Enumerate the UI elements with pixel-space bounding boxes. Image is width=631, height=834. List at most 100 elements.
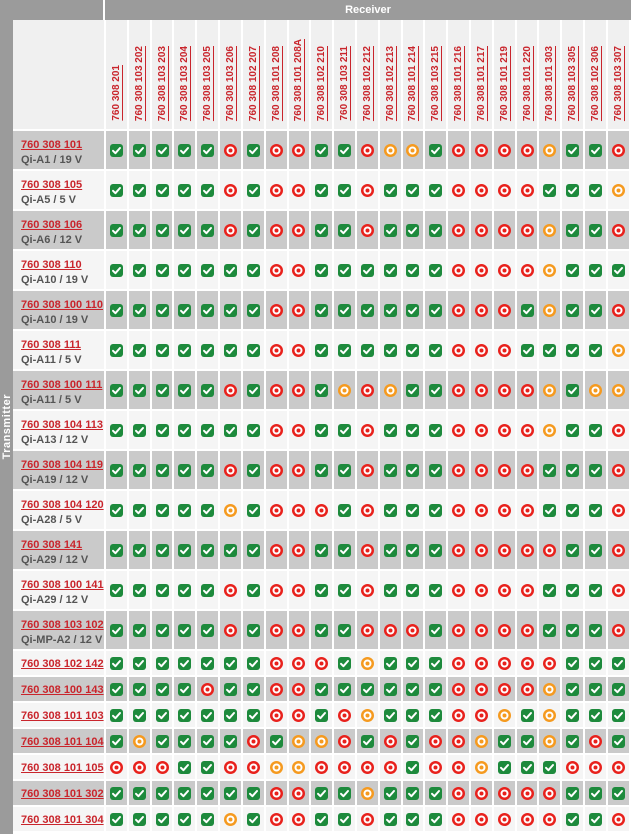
receiver-column-link[interactable]: 760 308 101 217 bbox=[475, 45, 487, 121]
compat-cell bbox=[241, 570, 266, 611]
compat-cell bbox=[196, 170, 221, 211]
compatible-check-icon bbox=[588, 303, 602, 317]
not-compatible-icon bbox=[292, 143, 306, 157]
receiver-column-link[interactable]: 760 308 103 305 bbox=[567, 45, 579, 121]
transmitter-row-link[interactable]: 760 308 105 bbox=[21, 178, 83, 191]
receiver-column-link[interactable]: 760 308 101 220 bbox=[521, 45, 533, 121]
transmitter-row-link[interactable]: 760 308 103 102 bbox=[21, 618, 104, 631]
compatible-check-icon bbox=[406, 263, 420, 277]
not-compatible-icon bbox=[269, 543, 283, 557]
not-compatible-icon bbox=[269, 463, 283, 477]
transmitter-row-link[interactable]: 760 308 106 bbox=[21, 218, 83, 231]
compat-cell bbox=[470, 530, 494, 571]
compat-cell bbox=[378, 702, 403, 729]
not-compatible-icon bbox=[543, 543, 557, 557]
compatible-check-icon bbox=[338, 682, 352, 696]
transmitter-row-link[interactable]: 760 308 104 120 bbox=[21, 498, 104, 511]
compat-cell bbox=[219, 702, 243, 729]
compat-cell bbox=[424, 570, 449, 611]
transmitter-row-link[interactable]: 760 308 101 304 bbox=[21, 814, 104, 826]
conditional-warning-icon bbox=[543, 143, 557, 157]
compat-cell bbox=[378, 728, 403, 755]
not-compatible-icon bbox=[520, 682, 534, 696]
receiver-column-link[interactable]: 760 308 102 306 bbox=[589, 45, 601, 121]
transmitter-row-link[interactable]: 760 308 100 143 bbox=[21, 684, 104, 696]
compatible-check-icon bbox=[201, 708, 215, 722]
receiver-column-link[interactable]: 760 308 102 207 bbox=[247, 45, 259, 121]
compatible-check-icon bbox=[520, 760, 534, 774]
compat-cell bbox=[378, 210, 403, 251]
transmitter-row-link[interactable]: 760 308 100 141 bbox=[21, 578, 104, 591]
transmitter-row-subtitle: Qi-MP-A2 / 12 V bbox=[21, 633, 103, 646]
compat-cell bbox=[287, 702, 312, 729]
table-row: 760 308 100 110 Qi-A10 / 19 V bbox=[13, 290, 631, 331]
receiver-column-link[interactable]: 760 308 102 210 bbox=[316, 45, 328, 121]
compat-cell bbox=[150, 450, 175, 491]
compat-cell bbox=[470, 702, 494, 729]
receiver-column-link[interactable]: 760 308 101 208A bbox=[293, 38, 305, 121]
compatible-check-icon bbox=[178, 343, 192, 357]
compatible-check-icon bbox=[132, 503, 146, 517]
receiver-column-link[interactable]: 760 308 103 211 bbox=[339, 46, 351, 121]
transmitter-row-link[interactable]: 760 308 101 103 bbox=[21, 710, 104, 722]
receiver-column-link[interactable]: 760 308 101 208 bbox=[270, 45, 282, 121]
receiver-column-link[interactable]: 760 308 103 204 bbox=[179, 45, 191, 121]
transmitter-row-link[interactable]: 760 308 100 110 bbox=[21, 298, 103, 311]
compatible-check-icon bbox=[429, 223, 443, 237]
compatible-check-icon bbox=[338, 786, 352, 800]
compatible-check-icon bbox=[155, 708, 169, 722]
table-row: 760 308 110 Qi-A10 / 19 V bbox=[13, 250, 631, 291]
compat-cell bbox=[492, 650, 517, 677]
compat-cell bbox=[561, 210, 586, 251]
transmitter-row-link[interactable]: 760 308 101 104 bbox=[21, 736, 104, 748]
transmitter-row-link[interactable]: 760 308 100 111 bbox=[21, 378, 103, 391]
transmitter-row-link[interactable]: 760 308 110 bbox=[21, 258, 82, 271]
compatible-check-icon bbox=[155, 656, 169, 670]
receiver-column-link[interactable]: 760 308 102 212 bbox=[361, 45, 373, 121]
compat-cell bbox=[447, 650, 471, 677]
transmitter-row-link[interactable]: 760 308 104 119 bbox=[21, 458, 103, 471]
compatible-check-icon bbox=[109, 463, 123, 477]
receiver-column-header: 760 308 103 206 bbox=[219, 20, 243, 131]
compat-cell bbox=[424, 370, 449, 411]
transmitter-row-link[interactable]: 760 308 111 bbox=[21, 338, 81, 351]
transmitter-row-link[interactable]: 760 308 101 105 bbox=[21, 762, 104, 774]
compat-cell bbox=[127, 130, 152, 171]
not-compatible-icon bbox=[497, 263, 511, 277]
compat-cell bbox=[355, 570, 380, 611]
compat-cell bbox=[219, 490, 243, 531]
receiver-column-link[interactable]: 760 308 201 bbox=[110, 65, 122, 121]
receiver-column-link[interactable]: 760 308 103 307 bbox=[612, 45, 624, 121]
transmitter-row-link[interactable]: 760 308 104 113 bbox=[21, 418, 103, 431]
compatible-check-icon bbox=[223, 303, 237, 317]
receiver-column-link[interactable]: 760 308 103 202 bbox=[133, 45, 145, 121]
compatible-check-icon bbox=[155, 343, 169, 357]
transmitter-row-link[interactable]: 760 308 141 bbox=[21, 538, 83, 551]
receiver-column-link[interactable]: 760 308 101 303 bbox=[544, 45, 556, 121]
receiver-column-link[interactable]: 760 308 103 205 bbox=[202, 45, 214, 121]
compat-cell bbox=[515, 210, 540, 251]
compat-cell bbox=[378, 676, 403, 703]
transmitter-row-link[interactable]: 760 308 102 142 bbox=[21, 658, 104, 670]
receiver-column-link[interactable]: 760 308 101 214 bbox=[407, 45, 419, 121]
not-compatible-icon bbox=[292, 583, 306, 597]
compat-cell bbox=[173, 130, 198, 171]
compat-cell bbox=[584, 490, 608, 531]
receiver-column-link[interactable]: 760 308 103 215 bbox=[430, 45, 442, 121]
receiver-column-link[interactable]: 760 308 103 206 bbox=[224, 45, 236, 121]
transmitter-row-link[interactable]: 760 308 101 302 bbox=[21, 788, 104, 800]
compat-cell bbox=[287, 410, 312, 451]
receiver-column-link[interactable]: 760 308 102 213 bbox=[384, 45, 396, 121]
compatible-check-icon bbox=[383, 263, 397, 277]
transmitter-row-link[interactable]: 760 308 101 bbox=[21, 138, 83, 151]
compat-cell bbox=[333, 754, 357, 781]
compat-cell bbox=[173, 780, 198, 807]
table-row: 760 308 103 102 Qi-MP-A2 / 12 V bbox=[13, 610, 631, 651]
not-compatible-icon bbox=[588, 760, 602, 774]
receiver-column-link[interactable]: 760 308 101 219 bbox=[498, 45, 510, 121]
receiver-column-link[interactable]: 760 308 101 216 bbox=[453, 45, 465, 121]
not-compatible-icon bbox=[292, 383, 306, 397]
compatible-check-icon bbox=[429, 656, 443, 670]
receiver-column-link[interactable]: 760 308 103 203 bbox=[156, 45, 168, 121]
compatible-check-icon bbox=[360, 734, 374, 748]
